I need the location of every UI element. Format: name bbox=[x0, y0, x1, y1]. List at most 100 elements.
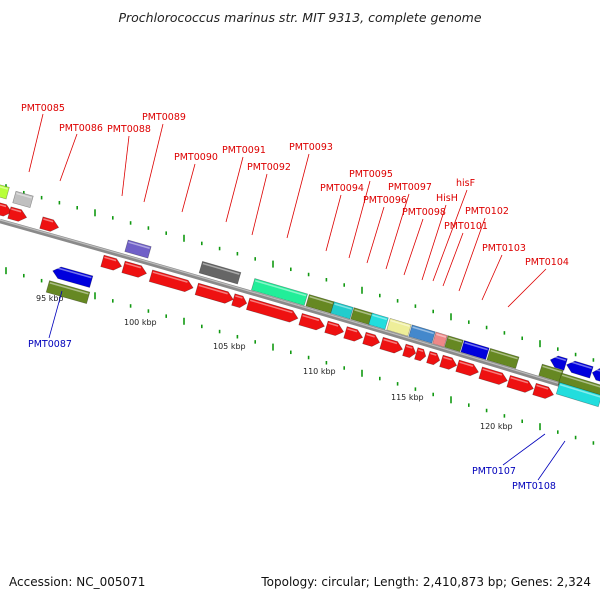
gene-feature[interactable] bbox=[124, 239, 152, 259]
gene-feature[interactable] bbox=[549, 354, 568, 371]
leader-line bbox=[348, 180, 371, 259]
tick-label-105kbp: 105 kbp bbox=[213, 342, 246, 351]
tick-label-95kbp: 95 kbp bbox=[36, 294, 64, 303]
leader-line bbox=[59, 133, 78, 182]
gene-feature[interactable] bbox=[386, 317, 412, 337]
gene-feature[interactable] bbox=[432, 331, 448, 348]
leader-line bbox=[537, 440, 566, 481]
leader-line bbox=[403, 218, 424, 276]
gene-feature[interactable] bbox=[478, 366, 509, 387]
scale-tick-labels: 95 kbp 100 kbp 105 kbp 110 kbp 115 kbp 1… bbox=[36, 294, 513, 431]
gene-feature[interactable] bbox=[7, 206, 29, 223]
label-leader-lines bbox=[28, 113, 566, 481]
leader-line bbox=[432, 189, 468, 282]
gene-label-pmt0108[interactable]: PMT0108 bbox=[512, 481, 556, 492]
gene-feature[interactable] bbox=[368, 312, 389, 330]
gene-feature[interactable] bbox=[12, 190, 34, 209]
gene-feature[interactable] bbox=[379, 336, 405, 355]
accession-text: Accession: NC_005071 bbox=[9, 575, 145, 589]
gene-label-pmt0088[interactable]: PMT0088 bbox=[107, 124, 151, 135]
leader-line bbox=[48, 290, 63, 339]
leader-line bbox=[181, 163, 196, 213]
genome-summary-text: Topology: circular; Length: 2,410,873 bp… bbox=[260, 575, 591, 589]
gene-feature[interactable] bbox=[148, 269, 195, 294]
gene-feature[interactable] bbox=[460, 340, 490, 360]
gene-features bbox=[0, 183, 600, 408]
gene-feature[interactable] bbox=[444, 335, 464, 353]
gene-label-pmt0098[interactable]: PMT0098 bbox=[402, 207, 446, 218]
gene-feature[interactable] bbox=[330, 301, 354, 320]
leader-line bbox=[28, 113, 44, 173]
tick-label-120kbp: 120 kbp bbox=[480, 422, 513, 431]
gene-label-pmt0087[interactable]: PMT0087 bbox=[28, 339, 72, 350]
gene-feature[interactable] bbox=[51, 265, 94, 288]
gene-label-hisf[interactable]: hisF bbox=[456, 178, 475, 189]
gene-label-hish[interactable]: HisH bbox=[436, 193, 458, 204]
leader-line bbox=[385, 193, 410, 270]
gene-feature[interactable] bbox=[298, 313, 326, 332]
leader-line bbox=[507, 268, 547, 308]
leader-line bbox=[121, 135, 130, 197]
gene-label-pmt0096[interactable]: PMT0096 bbox=[363, 195, 407, 206]
gene-label-pmt0101[interactable]: PMT0101 bbox=[444, 221, 488, 232]
gene-label-pmt0102[interactable]: PMT0102 bbox=[465, 206, 509, 217]
leader-line bbox=[366, 206, 385, 264]
genome-backbone bbox=[0, 218, 600, 400]
map-title: Prochlorococcus marinus str. MIT 9313, c… bbox=[118, 10, 481, 25]
gene-feature[interactable] bbox=[198, 260, 242, 285]
gene-label-pmt0085[interactable]: PMT0085 bbox=[21, 103, 65, 114]
gene-label-pmt0107[interactable]: PMT0107 bbox=[472, 466, 516, 477]
gene-feature[interactable] bbox=[426, 350, 442, 366]
gene-feature[interactable] bbox=[343, 326, 365, 344]
gene-feature[interactable] bbox=[506, 375, 535, 394]
gene-feature[interactable] bbox=[251, 278, 308, 306]
gene-feature[interactable] bbox=[324, 320, 346, 338]
gene-label-pmt0091[interactable]: PMT0091 bbox=[222, 145, 266, 156]
leader-line bbox=[421, 204, 447, 281]
gene-label-pmt0092[interactable]: PMT0092 bbox=[247, 162, 291, 173]
leader-line bbox=[458, 217, 486, 292]
gene-feature[interactable] bbox=[402, 343, 418, 359]
gene-feature[interactable] bbox=[231, 293, 249, 309]
gene-label-pmt0103[interactable]: PMT0103 bbox=[482, 243, 526, 254]
leader-line bbox=[481, 254, 503, 301]
leader-line bbox=[442, 232, 464, 287]
gene-feature[interactable] bbox=[414, 347, 427, 362]
leader-line bbox=[325, 194, 342, 252]
tick-label-110kbp: 110 kbp bbox=[303, 367, 336, 376]
gene-label-pmt0093[interactable]: PMT0093 bbox=[289, 142, 333, 153]
gene-feature[interactable] bbox=[194, 282, 235, 305]
gene-feature[interactable] bbox=[121, 260, 148, 279]
gene-label-pmt0094[interactable]: PMT0094 bbox=[320, 183, 364, 194]
gene-feature[interactable] bbox=[0, 201, 13, 218]
gene-label-pmt0104[interactable]: PMT0104 bbox=[525, 257, 569, 268]
gene-feature[interactable] bbox=[532, 382, 556, 400]
gene-feature[interactable] bbox=[565, 359, 594, 379]
gene-feature[interactable] bbox=[439, 354, 459, 371]
gene-feature[interactable] bbox=[486, 348, 520, 369]
forward-gene-labels: PMT0085 PMT0086 PMT0088 PMT0089 PMT0090 … bbox=[21, 103, 569, 268]
leader-line bbox=[251, 173, 268, 236]
gene-feature[interactable] bbox=[45, 280, 91, 305]
gene-label-pmt0090[interactable]: PMT0090 bbox=[174, 152, 218, 163]
gene-feature[interactable] bbox=[555, 382, 600, 408]
leader-line bbox=[502, 433, 546, 466]
gene-label-pmt0086[interactable]: PMT0086 bbox=[59, 123, 103, 134]
leader-line bbox=[286, 153, 310, 239]
gene-label-pmt0095[interactable]: PMT0095 bbox=[349, 169, 393, 180]
scale-ticks bbox=[5, 184, 595, 445]
gene-feature[interactable] bbox=[408, 324, 436, 344]
gene-feature[interactable] bbox=[350, 307, 374, 326]
gene-label-pmt0097[interactable]: PMT0097 bbox=[388, 182, 432, 193]
gene-feature[interactable] bbox=[455, 359, 481, 378]
gene-feature[interactable] bbox=[0, 183, 10, 200]
gene-feature[interactable] bbox=[362, 331, 382, 348]
gene-feature[interactable] bbox=[39, 216, 61, 233]
leader-line bbox=[225, 156, 244, 223]
tick-label-100kbp: 100 kbp bbox=[124, 318, 157, 327]
gene-label-pmt0089[interactable]: PMT0089 bbox=[142, 112, 186, 123]
gene-feature[interactable] bbox=[557, 372, 600, 398]
gene-feature[interactable] bbox=[100, 254, 124, 272]
gene-feature[interactable] bbox=[245, 297, 299, 324]
